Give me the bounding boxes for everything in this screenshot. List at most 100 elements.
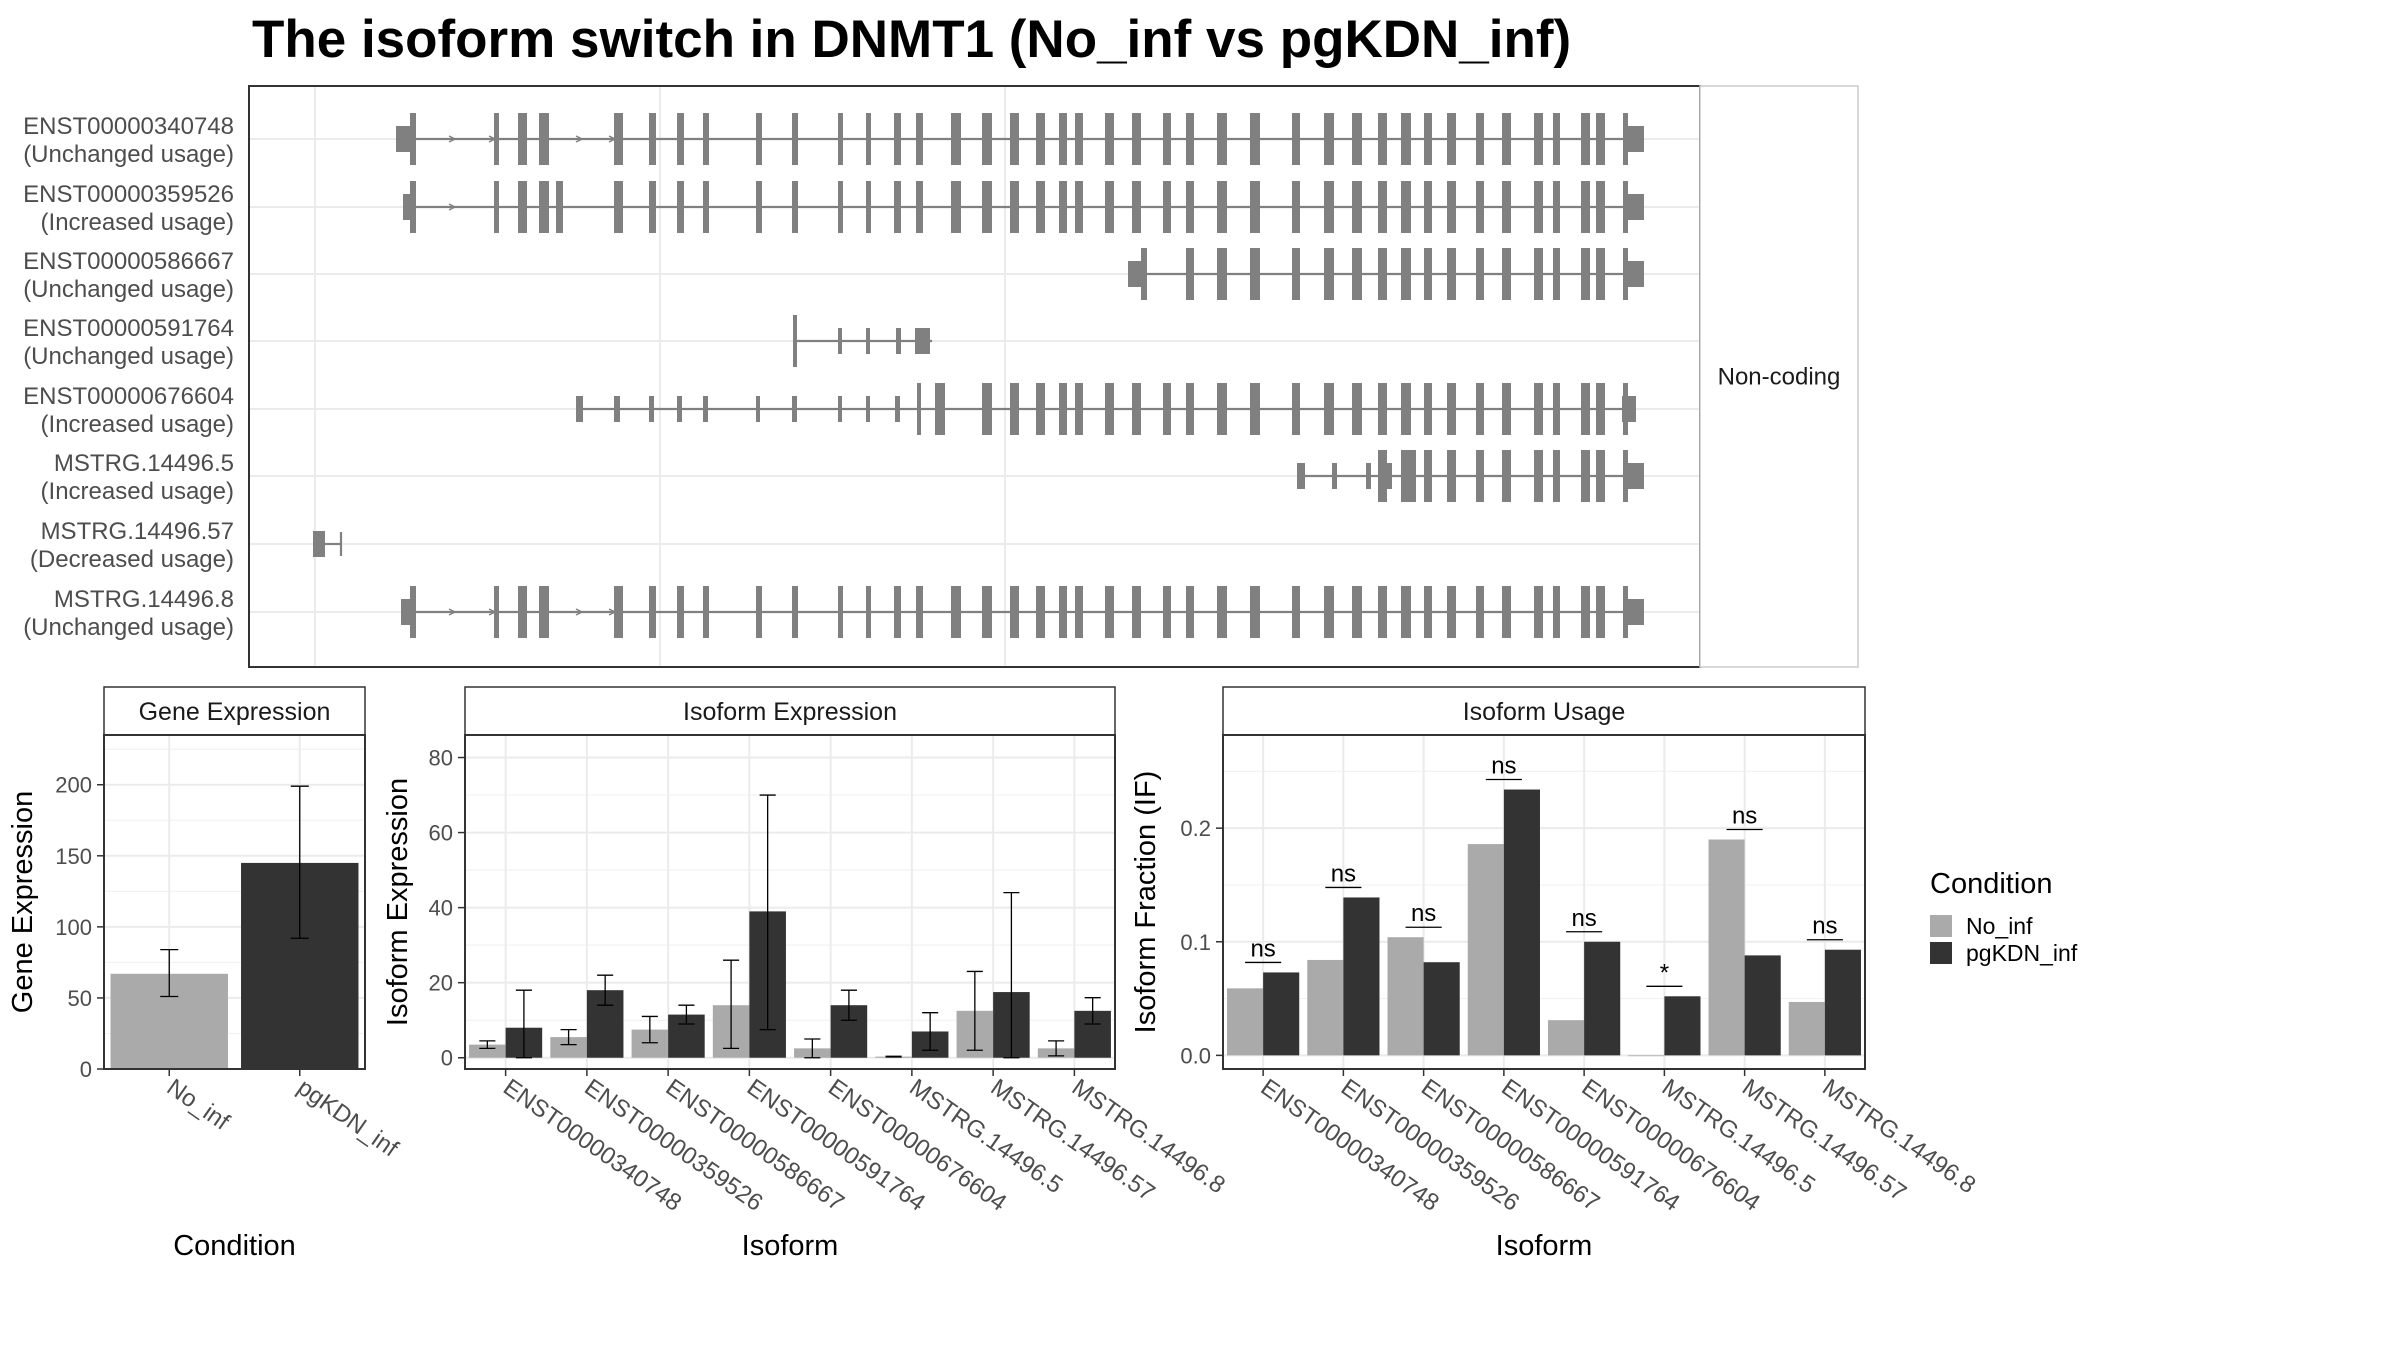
exon-7-33: [1447, 586, 1456, 638]
exon-7-24: [1186, 586, 1194, 638]
exon-4-7: [838, 396, 842, 422]
exon-0-4: [539, 113, 549, 165]
bar-no-inf-enst00000340748: [1227, 988, 1264, 1056]
exon-4-2: [649, 396, 654, 422]
exon-0-22: [1132, 113, 1141, 165]
exon-1-10: [756, 181, 762, 233]
exon-1-23: [1132, 181, 1141, 233]
exon-1-1: [410, 181, 416, 233]
exon-4-15: [1059, 383, 1067, 435]
exon-1-27: [1250, 181, 1260, 233]
error-bar-no-inf-enst00000591764: [723, 959, 740, 1050]
direction-arrow-1-0: [448, 203, 457, 211]
error-bar-no-inf-no-inf: [160, 948, 179, 998]
panel-title-isoform-expression: Isoform Expression: [683, 698, 897, 726]
exon-0-25: [1217, 113, 1227, 165]
bar-no-inf-enst00000340748: [469, 1044, 506, 1058]
exon-4-6: [792, 396, 797, 422]
exon-1-16: [951, 181, 961, 233]
error-bar-pgkdn-inf-pgkdn-inf: [290, 785, 309, 939]
significance-label-2: ns: [1411, 900, 1436, 927]
exon-0-24: [1186, 113, 1194, 165]
exon-7-7: [677, 586, 684, 638]
exon-7-9: [756, 586, 762, 638]
significance-label-1: ns: [1331, 860, 1356, 887]
exon-0-3: [518, 113, 527, 165]
panel-frame-gene-expression: [103, 734, 366, 1070]
exon-5-16: [1625, 463, 1644, 489]
exon-4-10: [917, 383, 921, 435]
exon-4-19: [1163, 383, 1171, 435]
exon-0-28: [1324, 113, 1334, 165]
exon-1-42: [1625, 194, 1644, 220]
exon-4-22: [1250, 383, 1260, 435]
exon-1-39: [1581, 181, 1590, 233]
exon-7-20: [1075, 586, 1083, 638]
direction-arrow-0-3: [608, 135, 617, 143]
y-tick-label-1: 0.1: [1180, 930, 1211, 955]
exon-0-15: [951, 113, 961, 165]
exon-7-8: [703, 586, 709, 638]
isoform-label-mstrg-14496-57: MSTRG.14496.57: [41, 518, 234, 545]
exon-1-38: [1553, 181, 1560, 233]
exon-1-18: [1010, 181, 1019, 233]
panel-strip-gene-expression: [103, 686, 366, 736]
exon-1-14: [894, 181, 901, 233]
error-bar-pgkdn-inf-mstrg-14496-57: [1003, 891, 1020, 1059]
exon-5-9: [1476, 450, 1484, 502]
x-axis-title-isoform-usage: Isoform: [1496, 1230, 1593, 1262]
exon-1-35: [1476, 181, 1484, 233]
exon-4-16: [1075, 383, 1083, 435]
exon-0-26: [1250, 113, 1260, 165]
significance-label-4: ns: [1571, 905, 1596, 932]
exon-4-11: [935, 383, 945, 435]
structure-strip-label: Non-coding: [1718, 364, 1841, 391]
direction-arrow-7-0: [448, 608, 457, 616]
exon-4-33: [1553, 383, 1560, 435]
exon-0-11: [838, 113, 843, 165]
exon-5-13: [1581, 450, 1590, 502]
exon-1-36: [1502, 181, 1511, 233]
exon-6-0: [313, 531, 325, 557]
exon-7-30: [1378, 586, 1387, 638]
exon-1-33: [1424, 181, 1432, 233]
exon-7-26: [1250, 586, 1260, 638]
exon-0-38: [1581, 113, 1590, 165]
y-tick-label-0: 0: [80, 1057, 92, 1082]
y-tick-label-0: 0: [441, 1046, 453, 1071]
exon-7-3: [518, 586, 527, 638]
exon-1-31: [1378, 181, 1387, 233]
exon-3-0: [838, 328, 842, 354]
isoform-usage-label-enst00000340748: (Unchanged usage): [23, 141, 234, 168]
y-axis-title-isoform-expression: Isoform Expression: [382, 778, 414, 1026]
bar-pgkdn-inf-enst00000676604: [1584, 941, 1621, 1056]
y-tick-label-4: 80: [429, 746, 453, 771]
exon-1-15: [916, 181, 923, 233]
error-bar-pgkdn-inf-enst00000586667: [678, 1004, 695, 1025]
direction-arrow-7-2: [575, 608, 584, 616]
exon-0-6: [649, 113, 656, 165]
exon-0-31: [1401, 113, 1411, 165]
exon-0-41: [1625, 126, 1644, 152]
exon-3-3: [915, 328, 922, 354]
direction-arrow-0-0: [448, 135, 457, 143]
exon-7-29: [1352, 586, 1362, 638]
isoform-label-mstrg-14496-5: MSTRG.14496.5: [54, 450, 234, 477]
exon-7-1: [410, 586, 416, 638]
exon-1-37: [1534, 181, 1543, 233]
isoform-usage-label-mstrg-14496-57: (Decreased usage): [30, 546, 234, 573]
exon-2-12: [1476, 248, 1484, 300]
exon-0-12: [866, 113, 871, 165]
y-tick-label-2: 0.2: [1180, 816, 1211, 841]
exon-7-23: [1163, 586, 1171, 638]
bar-no-inf-enst00000591764: [1467, 844, 1504, 1056]
structure-plot-area: [249, 86, 1700, 667]
exon-1-20: [1059, 181, 1067, 233]
significance-label-0: ns: [1250, 935, 1275, 962]
bar-pgkdn-inf-enst00000359526: [1343, 897, 1380, 1056]
error-bar-no-inf-enst00000359526: [560, 1028, 577, 1046]
error-bar-pgkdn-inf-mstrg-14496-5: [922, 1012, 939, 1051]
direction-arrow-0-1: [488, 135, 497, 143]
x-tick-label-no-inf: No_inf: [162, 1074, 235, 1136]
